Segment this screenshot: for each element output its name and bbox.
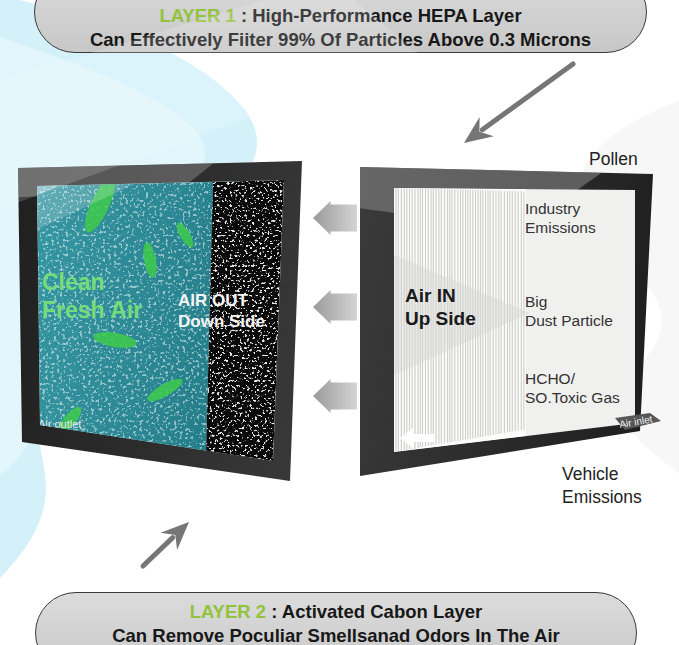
svg-text:Air inlet: Air inlet <box>618 413 653 430</box>
